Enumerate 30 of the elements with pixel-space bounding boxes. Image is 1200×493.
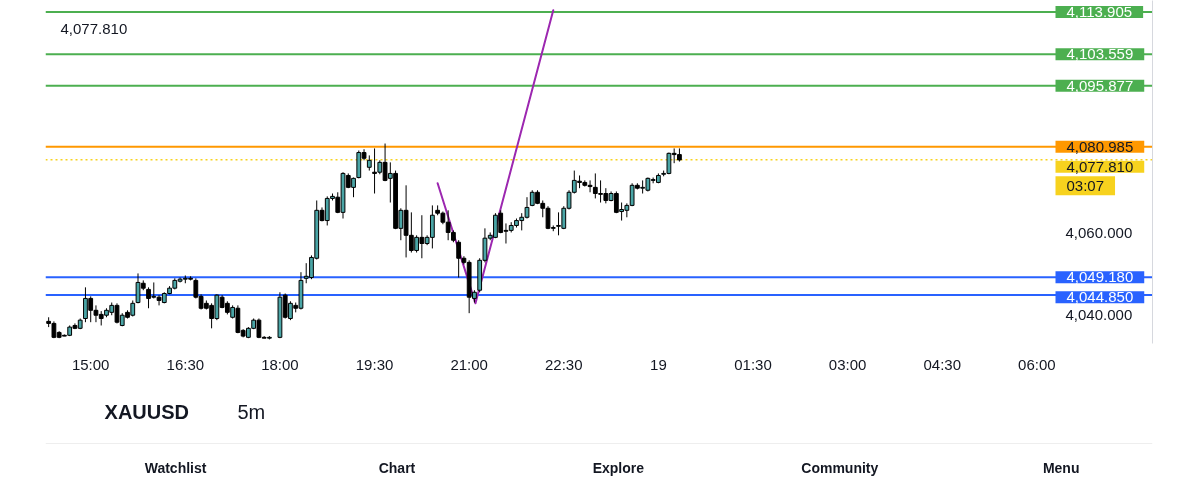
x-tick-label: 22:30 [545,355,583,373]
text: 5m [237,400,266,423]
y-tick-label: 4,040.000 [1065,305,1133,323]
text: Chart [378,459,416,476]
text: XAUUSD [104,400,189,423]
ref-line-label: 4,049.180 [1066,268,1134,286]
ref-line-label: 4,113.905 [1066,2,1133,20]
text: Explore [592,459,645,476]
x-tick-label: 16:30 [166,355,205,373]
y-tick-label: 4,060.000 [1065,223,1133,241]
candlestick [429,204,435,249]
x-tick-label: 03:00 [828,355,867,373]
text: Watchlist [144,459,207,476]
ref-line-label: 4,077.810 03:07 [1066,157,1134,195]
ref-line-label: 4,095.877 [1066,76,1134,94]
ref-line-label: 4,103.559 [1066,45,1134,63]
x-tick-label: 21:00 [450,355,488,373]
x-tick-label: 18:00 [261,355,299,373]
x-tick-label: 19:30 [355,355,394,373]
x-tick-label: 19 [650,355,667,373]
text: Menu [1042,459,1080,476]
annotation: 4,077.810 [60,19,128,37]
ref-line-label: 4,044.850 [1066,288,1134,306]
candlestick [456,239,462,279]
x-tick-label: 15:00 [71,355,110,373]
x-tick-label: 04:30 [923,355,962,373]
text: Community [801,459,879,476]
x-tick-label: 06:00 [1018,355,1056,373]
x-tick-label: 01:30 [734,355,772,373]
ref-line-label: 4,080.985 [1066,137,1134,155]
